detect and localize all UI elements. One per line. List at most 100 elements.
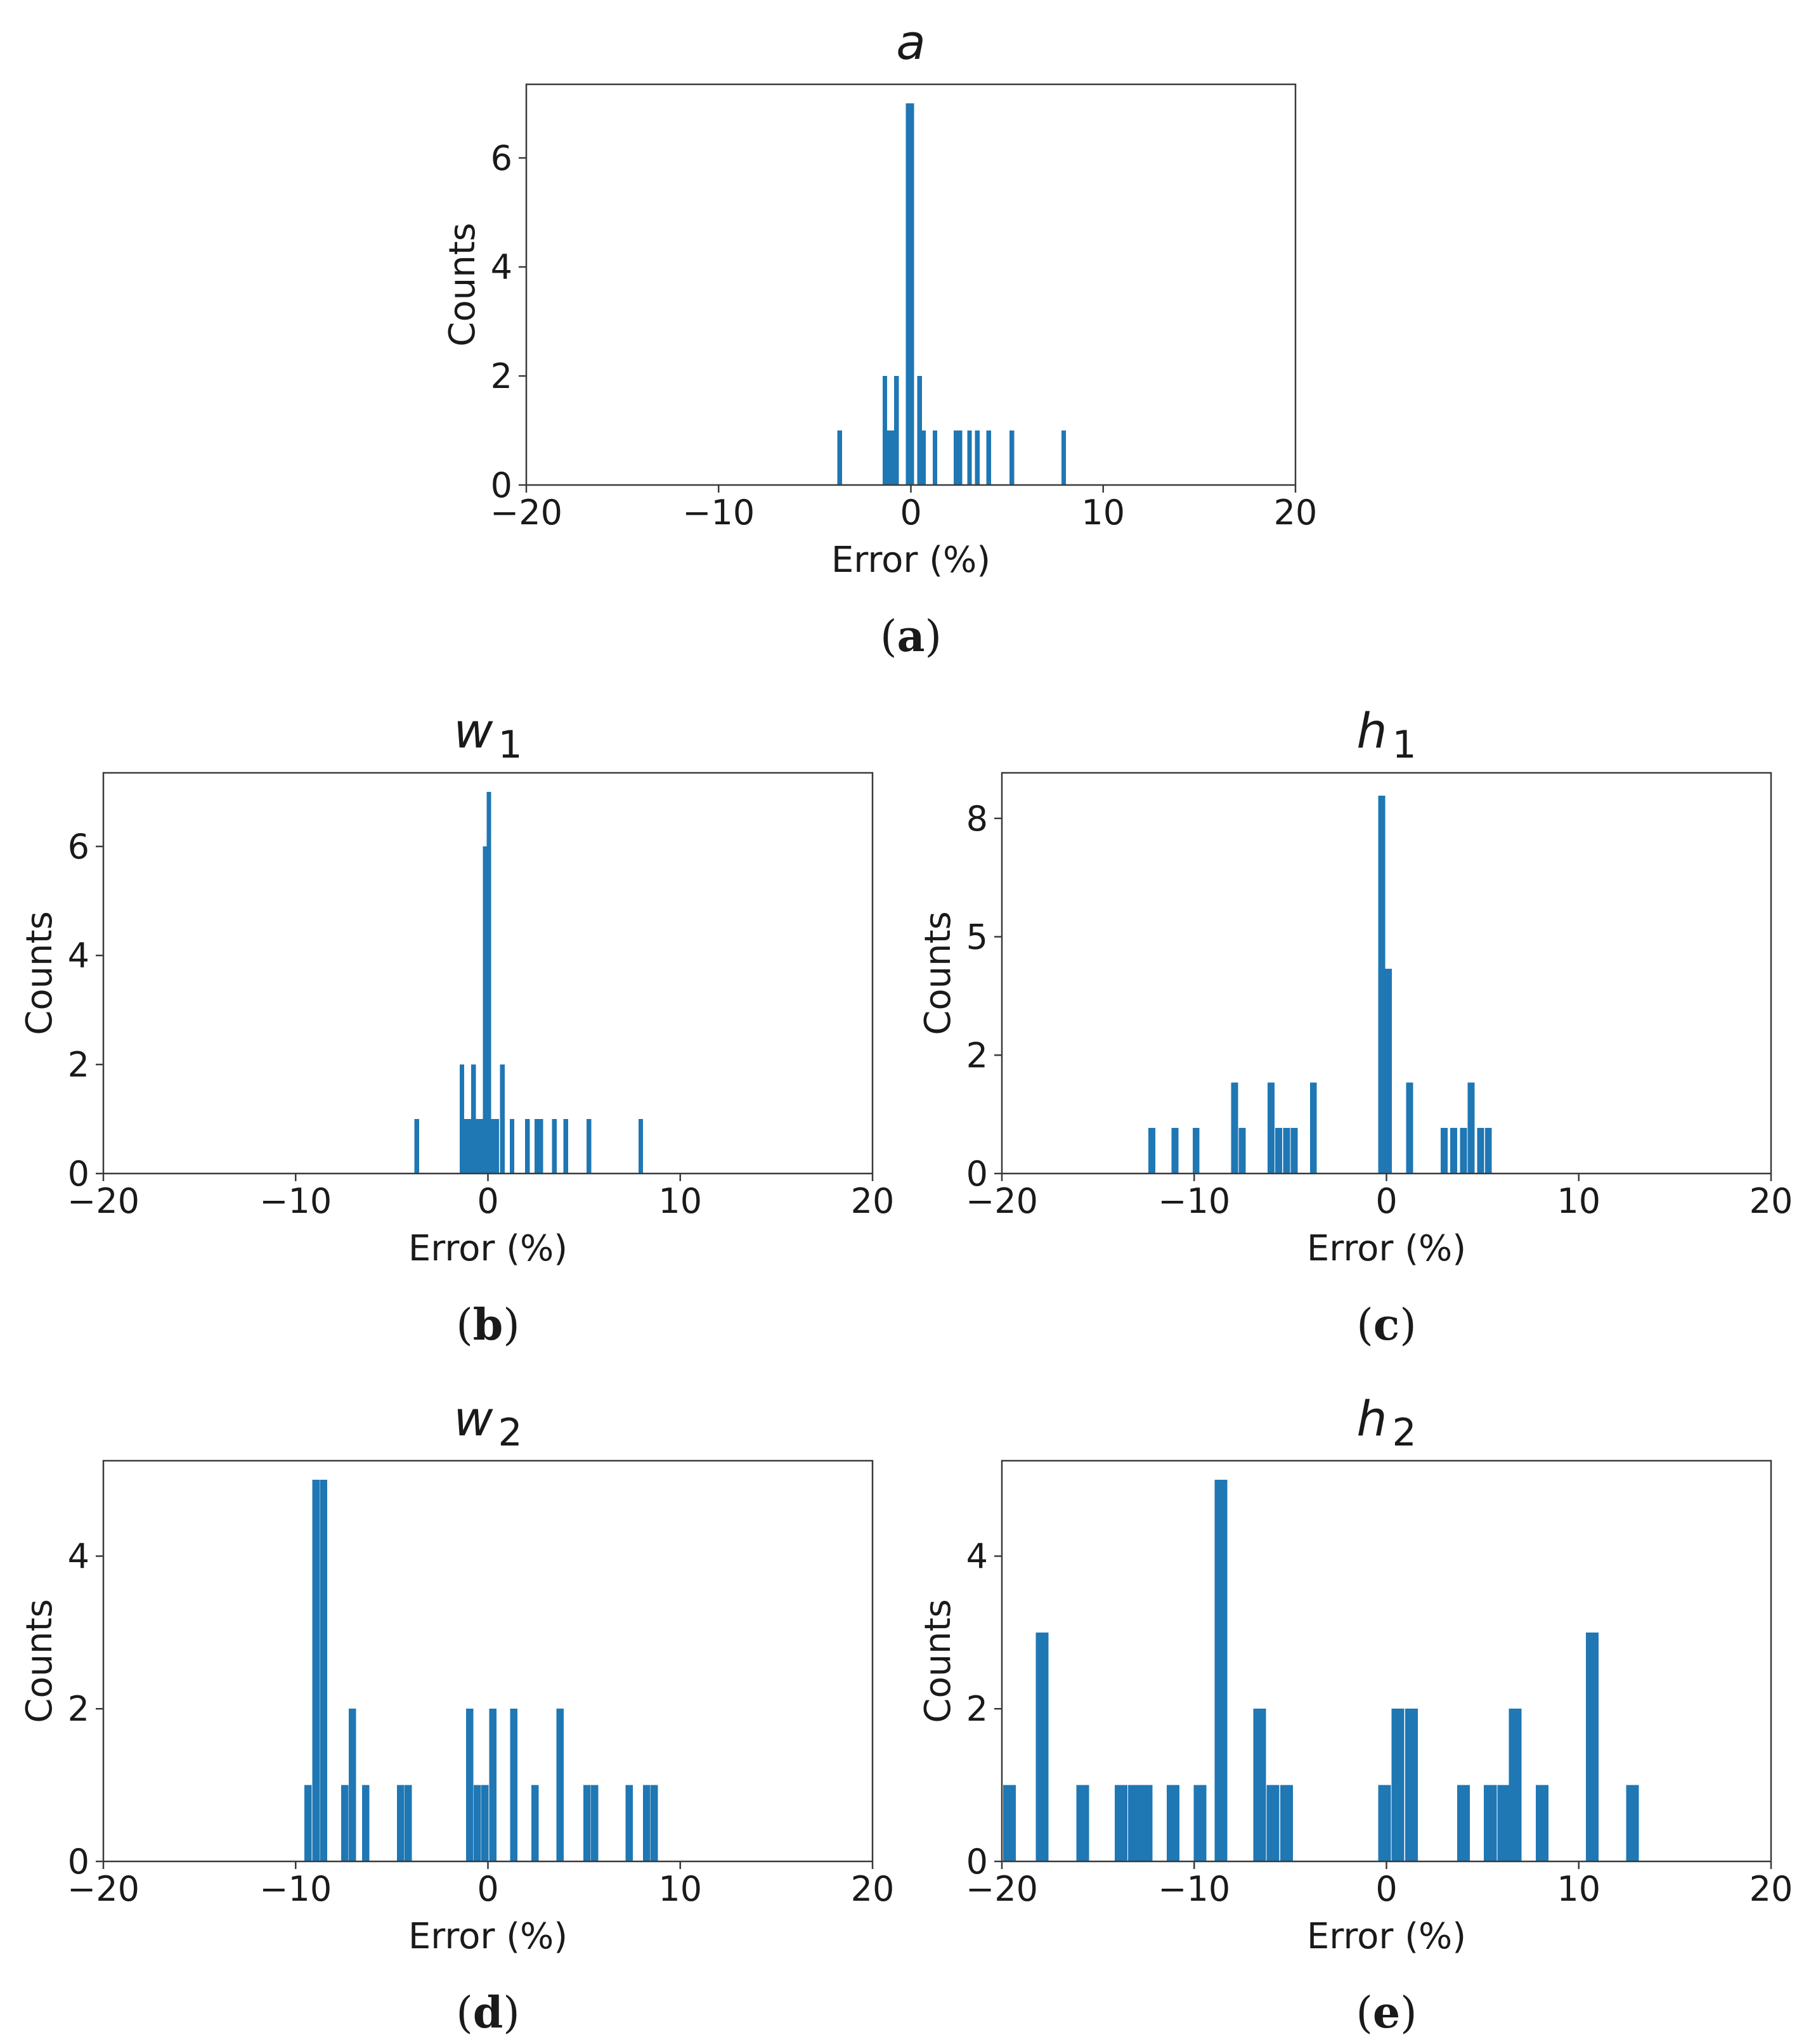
- x-tick-label-b-0: −20: [67, 1181, 140, 1221]
- panel-title-a: a: [896, 14, 926, 70]
- bar-b-0: [414, 1119, 419, 1174]
- bar-c-2: [1192, 1128, 1200, 1174]
- bar-e-14: [1405, 1709, 1418, 1861]
- bar-a-4: [894, 376, 899, 485]
- bar-e-11: [1280, 1785, 1293, 1861]
- x-tick-label-d-2: 0: [477, 1869, 498, 1909]
- bar-d-17: [625, 1785, 633, 1861]
- bar-a-3: [890, 430, 895, 485]
- bar-a-8: [921, 430, 926, 485]
- x-axis-label-e: Error (%): [1307, 1916, 1466, 1957]
- bar-c-6: [1275, 1128, 1283, 1174]
- panel-title-sub-d: 2: [498, 1411, 522, 1455]
- bar-a-11: [957, 430, 963, 485]
- panel-caption-letter-e: e: [1373, 1988, 1400, 2038]
- bar-c-1: [1171, 1128, 1179, 1174]
- x-tick-label-d-0: −20: [67, 1869, 140, 1909]
- bar-e-12: [1378, 1785, 1391, 1861]
- bar-b-16: [552, 1119, 557, 1174]
- bar-e-15: [1457, 1785, 1470, 1861]
- x-axis-label-b: Error (%): [408, 1228, 568, 1269]
- x-tick-label-e-0: −20: [966, 1869, 1038, 1909]
- y-tick-label-a-0: 0: [491, 465, 512, 505]
- y-tick-label-c-0: 0: [966, 1154, 988, 1194]
- y-tick-label-e-1: 2: [966, 1689, 988, 1729]
- bar-d-10: [481, 1785, 489, 1861]
- x-tick-label-c-0: −20: [966, 1181, 1038, 1221]
- bar-c-5: [1268, 1082, 1275, 1174]
- x-tick-label-b-4: 20: [851, 1181, 895, 1221]
- bar-b-5: [475, 1119, 480, 1174]
- y-tick-label-c-2: 5: [966, 917, 988, 957]
- x-tick-label-e-4: 20: [1749, 1869, 1793, 1909]
- bar-e-1: [1035, 1632, 1049, 1861]
- x-tick-label-c-4: 20: [1749, 1181, 1793, 1221]
- bar-a-16: [1061, 430, 1067, 485]
- x-tick-label-a-3: 10: [1081, 493, 1125, 533]
- bar-d-5: [362, 1785, 370, 1861]
- x-tick-label-a-0: −20: [490, 493, 562, 533]
- panel-title-main-a: a: [896, 14, 926, 70]
- panel-caption-letter-a: a: [897, 611, 925, 662]
- y-tick-label-a-1: 2: [491, 356, 512, 396]
- y-tick-label-b-0: 0: [68, 1154, 89, 1194]
- bar-b-2: [463, 1119, 469, 1174]
- bar-b-1: [459, 1064, 465, 1174]
- y-tick-label-c-1: 2: [966, 1035, 988, 1075]
- panel-title-main-e: h: [1356, 1390, 1387, 1447]
- panel-title-sub-b: 1: [498, 723, 522, 767]
- panel-title-main-b: w: [453, 702, 493, 759]
- bar-a-14: [986, 430, 991, 485]
- bar-d-4: [348, 1709, 356, 1861]
- x-tick-label-a-4: 20: [1274, 493, 1318, 533]
- x-tick-label-e-3: 10: [1557, 1869, 1600, 1909]
- bar-b-19: [638, 1119, 644, 1174]
- bar-a-2: [886, 430, 892, 485]
- bar-c-0: [1148, 1128, 1155, 1174]
- bar-b-7: [483, 846, 488, 1174]
- x-axis-label-d: Error (%): [408, 1916, 568, 1957]
- y-tick-label-b-2: 4: [68, 936, 89, 976]
- bar-b-18: [587, 1119, 592, 1174]
- bar-b-12: [509, 1119, 515, 1174]
- bar-e-17: [1497, 1785, 1510, 1861]
- bar-c-8: [1290, 1128, 1298, 1174]
- bar-e-9: [1253, 1709, 1266, 1861]
- bar-a-1: [882, 376, 888, 485]
- bar-b-6: [479, 1119, 484, 1174]
- y-axis-label-a: Counts: [442, 223, 483, 346]
- bar-c-18: [1484, 1128, 1492, 1174]
- x-tick-label-b-3: 10: [658, 1181, 702, 1221]
- bar-d-8: [465, 1709, 474, 1861]
- x-axis-label-a: Error (%): [831, 540, 990, 581]
- bar-d-9: [474, 1785, 481, 1861]
- y-axis-label-c: Counts: [918, 911, 959, 1035]
- x-tick-label-e-2: 0: [1375, 1869, 1397, 1909]
- y-tick-label-b-1: 2: [68, 1045, 89, 1085]
- x-axis-label-c: Error (%): [1307, 1228, 1466, 1269]
- histogram-panel-c: −20 −10 0 10 20 0 2 5 8 Error (%) Counts h 1 (c): [918, 702, 1793, 1350]
- panel-caption-b: (b): [456, 1300, 520, 1350]
- bar-a-13: [975, 430, 980, 485]
- bar-e-6: [1166, 1785, 1179, 1861]
- bar-c-15: [1460, 1128, 1467, 1174]
- bar-c-17: [1477, 1128, 1484, 1174]
- bar-c-13: [1441, 1128, 1448, 1174]
- x-tick-label-b-2: 0: [477, 1181, 498, 1221]
- bar-a-10: [954, 430, 959, 485]
- bar-b-3: [467, 1119, 472, 1174]
- bar-d-13: [531, 1785, 539, 1861]
- bar-e-8: [1214, 1480, 1228, 1861]
- bar-a-12: [967, 430, 972, 485]
- bar-d-3: [341, 1785, 349, 1861]
- bar-a-6: [909, 103, 914, 486]
- panel-title-sub-e: 2: [1392, 1411, 1416, 1455]
- bar-e-5: [1139, 1785, 1153, 1861]
- bar-c-12: [1406, 1082, 1413, 1174]
- bar-a-7: [917, 376, 922, 485]
- panel-caption-letter-c: c: [1373, 1300, 1399, 1350]
- bar-b-17: [563, 1119, 568, 1174]
